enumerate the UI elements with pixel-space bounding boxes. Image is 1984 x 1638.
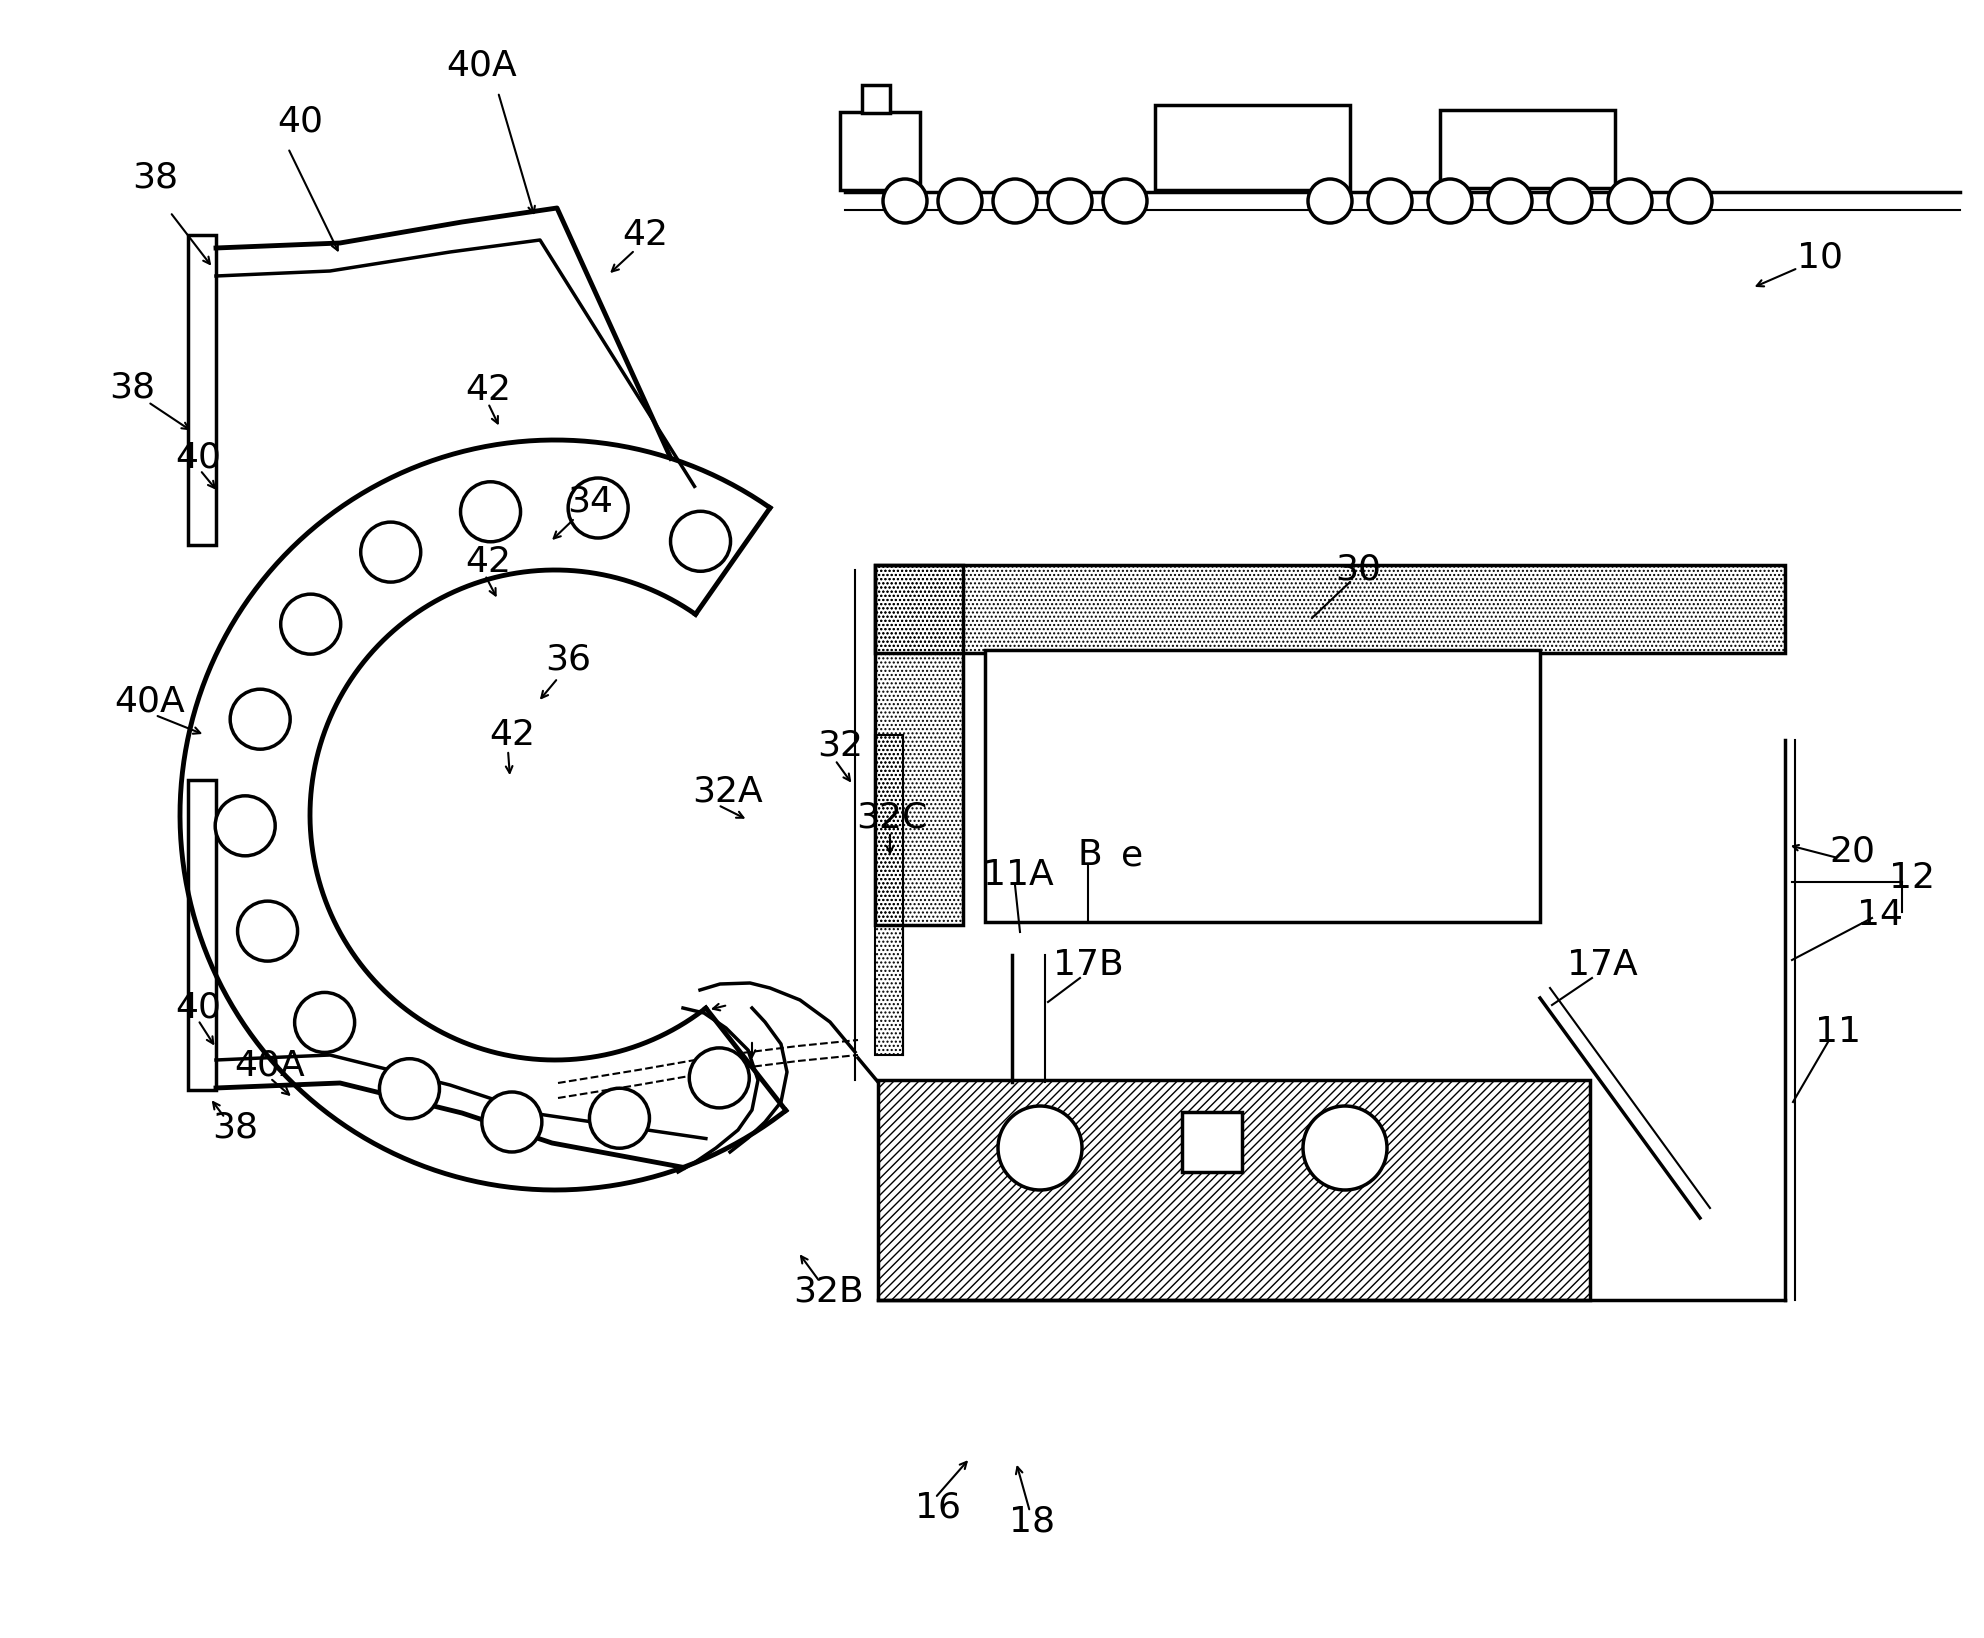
Bar [1155,105,1349,190]
Text: 12: 12 [1889,862,1934,894]
Text: 40A: 40A [115,685,185,719]
Text: 36: 36 [546,644,591,676]
Circle shape [589,1088,649,1148]
Text: 40A: 40A [446,48,518,82]
Circle shape [1669,179,1712,223]
Circle shape [1103,179,1147,223]
Text: 34: 34 [567,485,613,519]
Text: 17B: 17B [1054,948,1123,983]
Text: 30: 30 [1335,554,1381,586]
Text: 32A: 32A [692,775,764,809]
Circle shape [230,690,290,749]
Text: 42: 42 [623,218,669,252]
Text: e: e [1121,839,1143,871]
Bar [879,1079,1589,1301]
Bar [984,650,1540,922]
Text: 38: 38 [133,161,179,195]
Bar [188,780,216,1089]
Text: 32: 32 [817,727,863,762]
Circle shape [1428,179,1472,223]
Text: 38: 38 [212,1111,258,1145]
Text: 42: 42 [464,373,512,406]
Text: B: B [1077,839,1103,871]
Text: 11: 11 [1815,1016,1861,1048]
Bar [1182,1112,1242,1173]
Bar [839,111,921,190]
Bar [1440,110,1615,188]
Circle shape [994,179,1038,223]
Circle shape [1369,179,1413,223]
Circle shape [379,1058,440,1119]
Bar [875,565,962,925]
Text: 40: 40 [175,991,220,1025]
Text: 32C: 32C [857,801,929,835]
Circle shape [361,523,421,581]
Circle shape [688,1048,750,1107]
Text: 40: 40 [175,441,220,475]
Bar [875,735,903,1055]
Text: 18: 18 [1010,1505,1055,1540]
Text: 42: 42 [488,717,536,752]
Circle shape [1048,179,1091,223]
Circle shape [280,595,341,654]
Text: 42: 42 [464,545,512,578]
Circle shape [671,511,730,572]
Text: 40: 40 [278,105,323,139]
Text: 17A: 17A [1567,948,1637,983]
Circle shape [938,179,982,223]
Bar [875,565,1786,654]
Circle shape [214,796,276,855]
Circle shape [998,1106,1081,1189]
Text: 20: 20 [1829,835,1875,870]
Circle shape [1607,179,1653,223]
Text: 11A: 11A [982,858,1054,893]
Text: 14: 14 [1857,898,1903,932]
Circle shape [1488,179,1532,223]
Bar [188,234,216,545]
Text: 16: 16 [915,1491,960,1525]
Circle shape [238,901,298,962]
Text: 10: 10 [1798,241,1843,275]
Circle shape [883,179,927,223]
Circle shape [567,478,629,537]
Circle shape [460,482,520,542]
Bar [861,85,891,113]
Text: 38: 38 [109,370,155,405]
Circle shape [1303,1106,1387,1189]
Text: 32B: 32B [794,1274,863,1309]
Circle shape [1307,179,1351,223]
Circle shape [482,1093,542,1152]
Text: 40A: 40A [234,1048,306,1083]
Circle shape [296,993,355,1053]
Circle shape [1548,179,1591,223]
